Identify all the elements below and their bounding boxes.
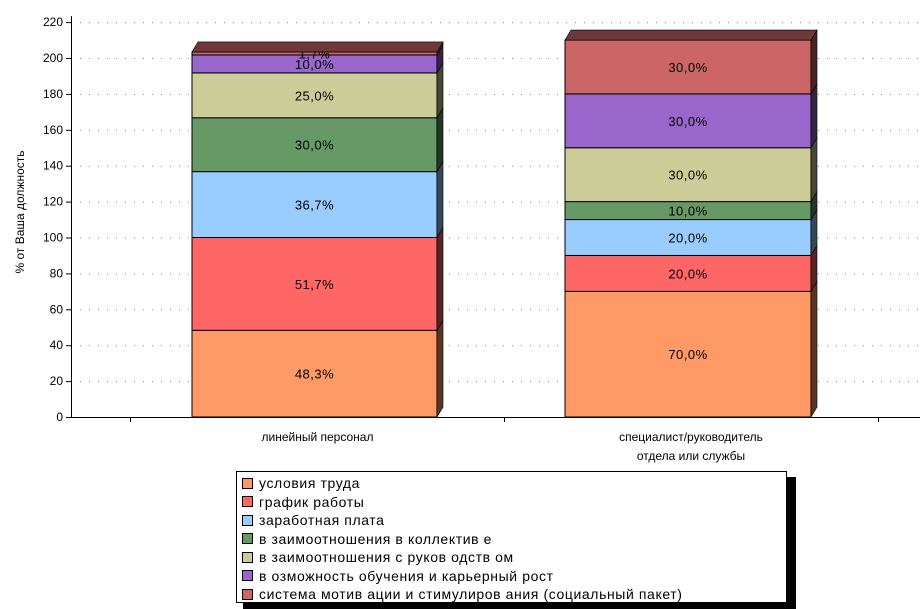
y-tick-label: 40 bbox=[50, 338, 64, 352]
legend-label: заработная плата bbox=[259, 512, 385, 529]
y-tick-label: 200 bbox=[43, 51, 63, 65]
bar-segment-side bbox=[436, 106, 444, 173]
legend-item: в заимоотношения в коллектив е bbox=[242, 530, 786, 549]
data-label: 30,0% bbox=[668, 168, 707, 183]
bar-segment bbox=[191, 237, 438, 331]
legend-swatch bbox=[242, 477, 253, 489]
legend-item: заработная плата bbox=[242, 511, 786, 530]
data-label: 51,7% bbox=[295, 277, 334, 292]
x-category-label: специалист/руководитель bbox=[619, 430, 763, 444]
y-tick-label: 0 bbox=[56, 410, 63, 424]
legend-swatch bbox=[242, 551, 253, 563]
data-label: 30,0% bbox=[668, 60, 707, 75]
y-axis-title: % от Ваша должность bbox=[13, 150, 27, 274]
bar-segment-side bbox=[436, 226, 444, 332]
x-category-label: отдела или службы bbox=[637, 449, 745, 463]
legend-label: система мотив ации и стимулиров ания (со… bbox=[259, 586, 683, 603]
data-label: 30,0% bbox=[295, 138, 334, 153]
legend-swatch bbox=[242, 533, 253, 545]
data-label: 30,0% bbox=[668, 114, 707, 129]
legend: условия труда график работы заработная пла… bbox=[236, 471, 787, 603]
legend-swatch bbox=[242, 570, 253, 582]
bar-segment-side bbox=[810, 280, 818, 419]
bar-top bbox=[191, 41, 444, 53]
bar-segment-side bbox=[810, 136, 818, 203]
y-tick-label: 160 bbox=[43, 123, 63, 137]
bar-segment-side bbox=[436, 160, 444, 239]
legend-item: условия труда bbox=[242, 474, 786, 493]
data-label: 10,0% bbox=[668, 204, 707, 219]
y-tick-label: 20 bbox=[50, 374, 64, 388]
bar-segment bbox=[564, 93, 812, 149]
bar-segment-side bbox=[436, 319, 444, 419]
legend-item: график работы bbox=[242, 493, 786, 512]
data-label: 36,7% bbox=[295, 198, 334, 213]
bar-segment bbox=[191, 329, 438, 418]
stacked-bar-chart: 0 20 40 60 80 100 120 140 160 180 200 220 48,3% 51,7%… bbox=[43, 15, 920, 463]
legend-swatch bbox=[242, 514, 253, 526]
data-label: 70,0% bbox=[668, 347, 707, 362]
x-category-label: линейный персонал bbox=[262, 430, 374, 444]
legend-item: система мотив ации и стимулиров ания (со… bbox=[242, 585, 786, 604]
data-label: 20,0% bbox=[668, 266, 707, 281]
y-tick-label: 120 bbox=[43, 195, 63, 209]
data-label: 25,0% bbox=[295, 88, 334, 103]
bar-segment-side bbox=[810, 82, 818, 149]
legend-label: в заимоотношения в коллектив е bbox=[259, 530, 493, 547]
legend-label: в озможность обучения и карьерный рост bbox=[259, 567, 554, 584]
y-tick-label: 220 bbox=[43, 15, 63, 29]
bar-segment bbox=[564, 254, 812, 292]
data-label: 48,3% bbox=[295, 367, 334, 382]
bar-top bbox=[564, 29, 818, 41]
data-label: 20,0% bbox=[668, 231, 707, 246]
legend-item: в озможность обучения и карьерный рост bbox=[242, 567, 786, 586]
legend-swatch bbox=[242, 588, 253, 600]
bar-segment-side bbox=[810, 28, 818, 95]
y-tick-label: 60 bbox=[50, 302, 64, 316]
y-tick-label: 80 bbox=[50, 266, 64, 280]
legend-item: в заимоотношения с руков одств ом bbox=[242, 548, 786, 567]
y-tick-label: 180 bbox=[43, 87, 63, 101]
bar-segment bbox=[564, 39, 812, 95]
legend-label: в заимоотношения с руков одств ом bbox=[259, 549, 514, 566]
legend-swatch bbox=[242, 496, 253, 508]
legend-label: условия труда bbox=[259, 475, 361, 492]
data-label: 10,0% bbox=[295, 57, 334, 72]
bar-segment bbox=[191, 171, 438, 239]
bar-segment bbox=[564, 147, 812, 203]
y-tick-label: 100 bbox=[43, 231, 63, 245]
bar-segment bbox=[564, 290, 812, 418]
legend-label: график работы bbox=[259, 493, 365, 510]
y-tick-label: 140 bbox=[43, 159, 63, 173]
